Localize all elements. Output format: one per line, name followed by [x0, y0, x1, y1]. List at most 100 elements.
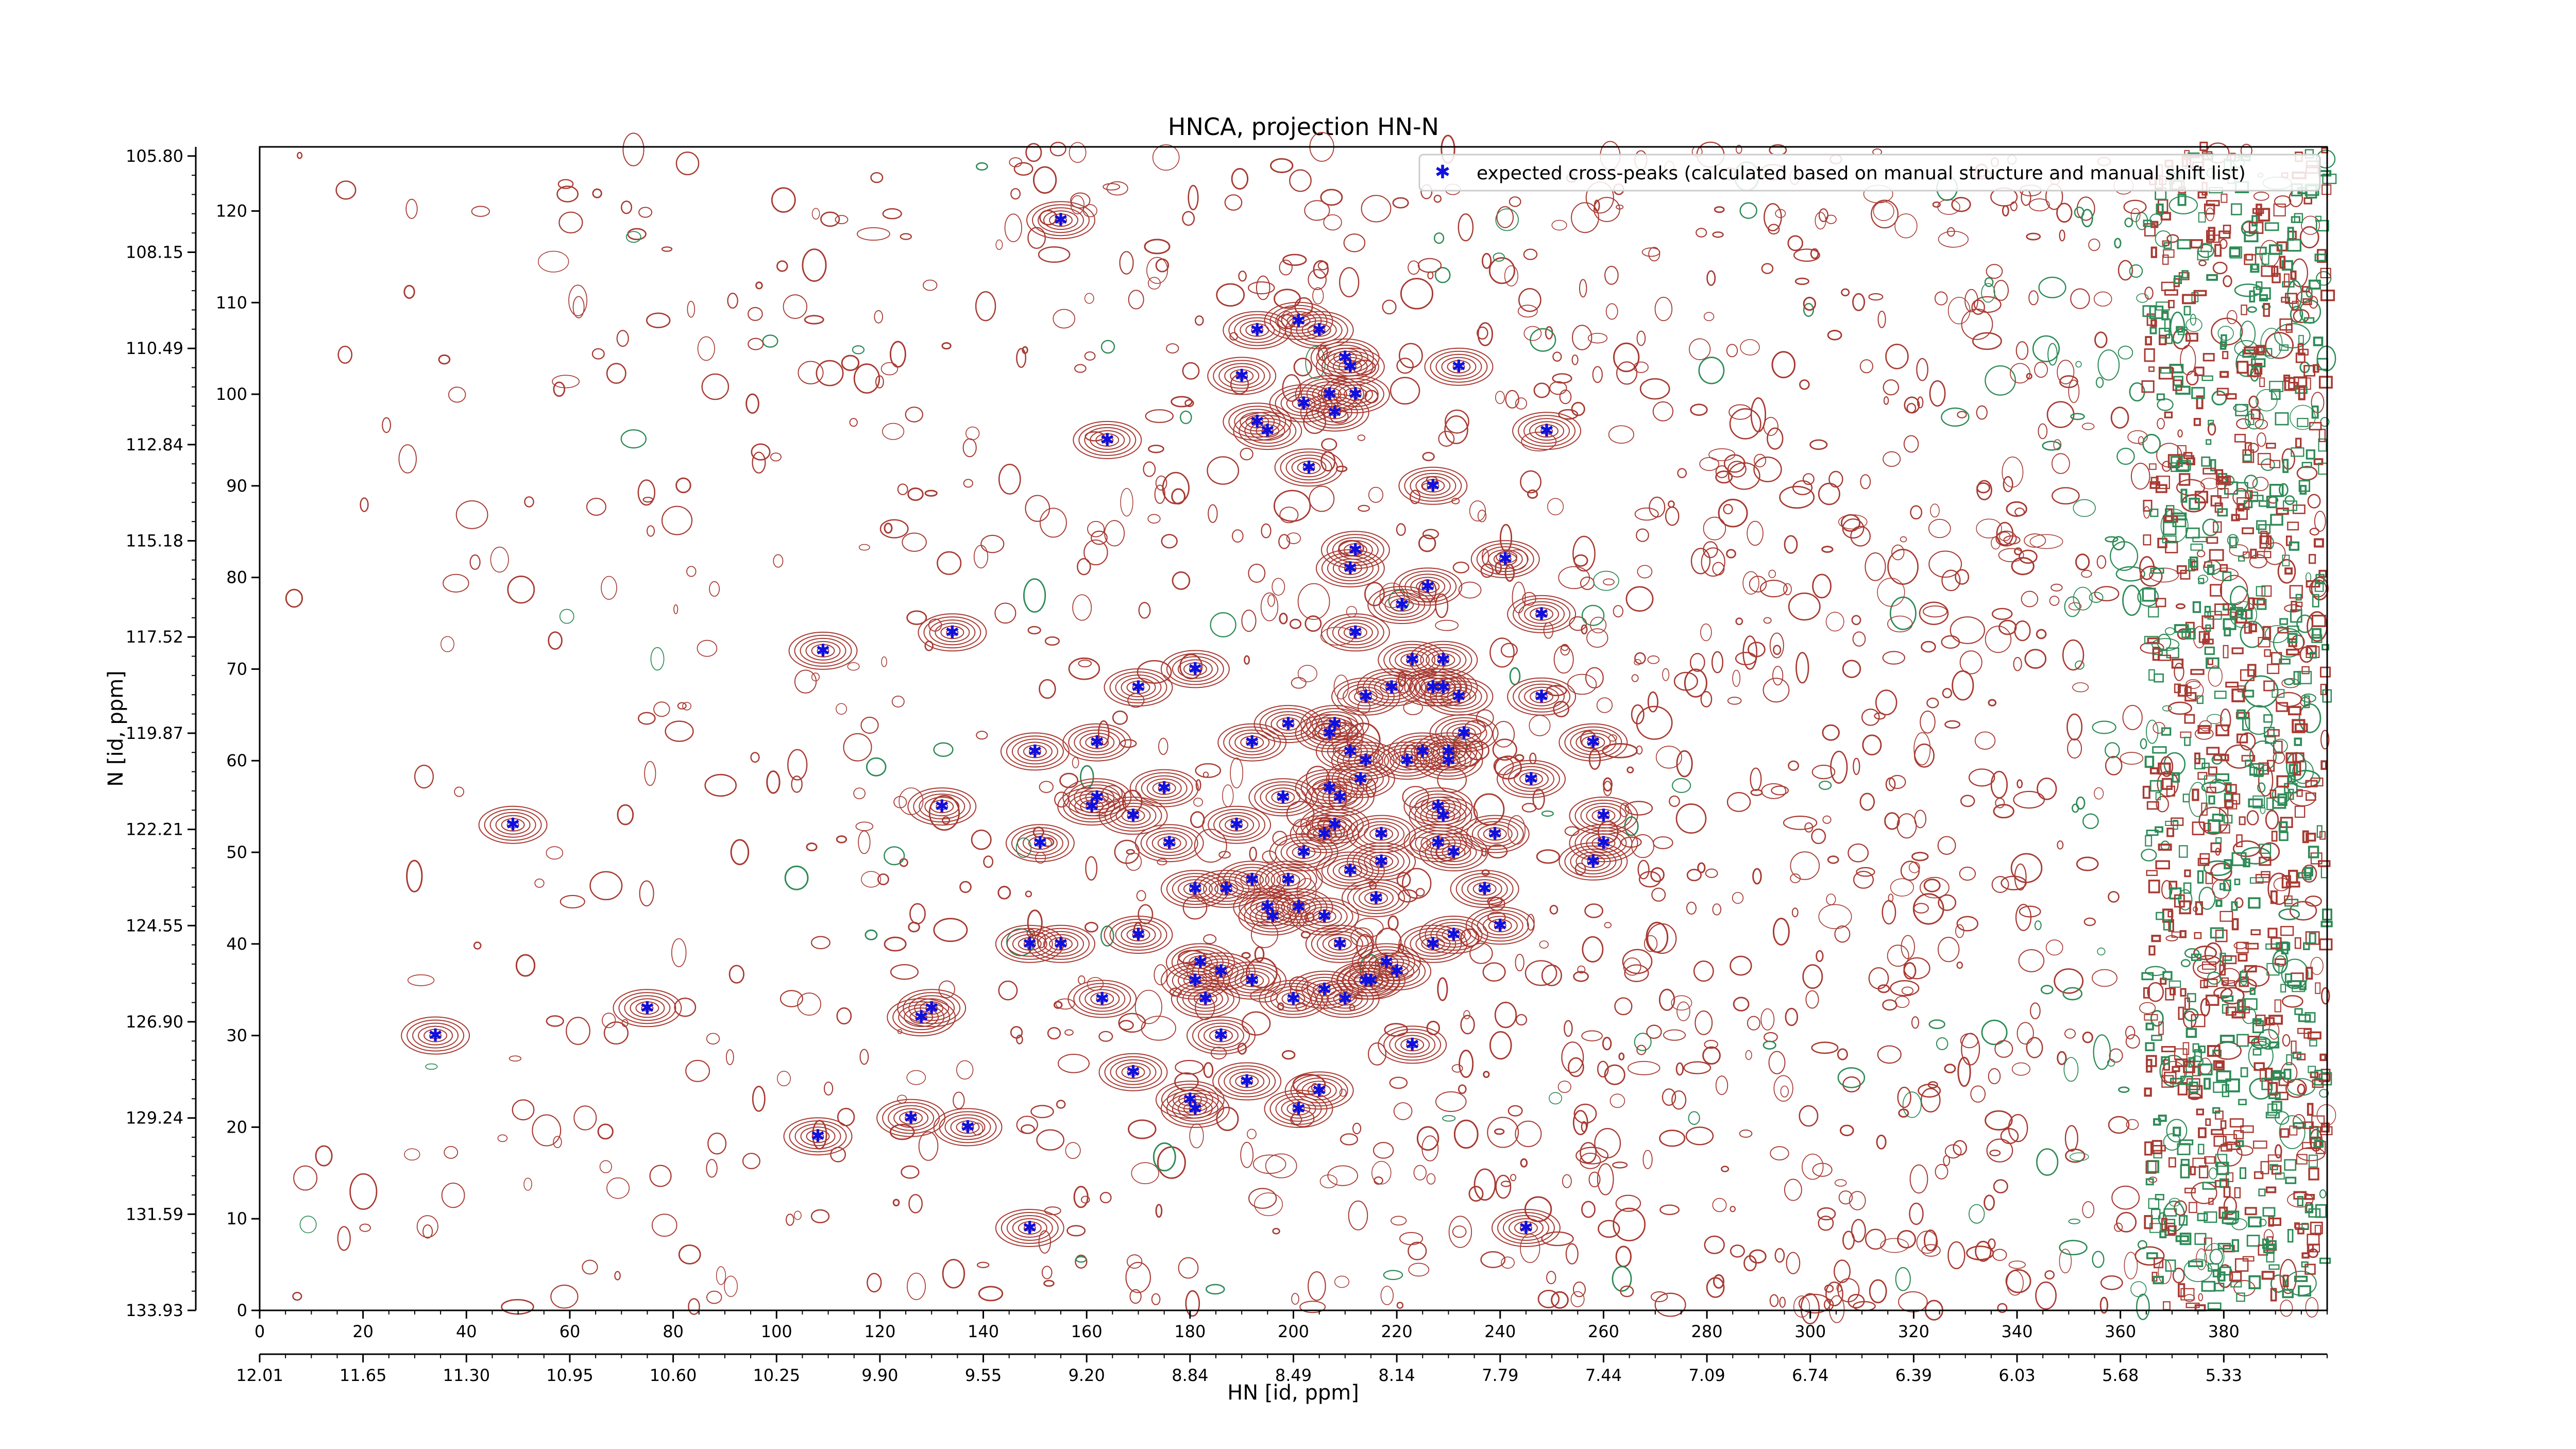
artefact-contour — [2204, 605, 2211, 613]
peak-contour — [1055, 216, 1067, 224]
noise-contour — [976, 731, 988, 740]
artefact-contour — [2248, 1216, 2262, 1227]
noise-contour — [938, 980, 955, 999]
noise-contour — [907, 487, 924, 501]
noise-contour — [2081, 423, 2095, 430]
noise-contour — [1769, 1294, 1779, 1307]
artefact-contour — [2287, 521, 2299, 531]
peak-contour — [1332, 537, 1379, 563]
noise-contour — [1387, 915, 1399, 931]
noise-contour — [853, 787, 866, 800]
artefact-contour — [2246, 1235, 2260, 1247]
ppm-x-tick-label: 6.39 — [1895, 1366, 1932, 1385]
peak-contour — [1277, 794, 1290, 801]
y-tick-label: 70 — [226, 659, 247, 679]
noise-contour — [2142, 433, 2161, 454]
noise-contour — [1230, 757, 1244, 788]
noise-contour — [2093, 291, 2112, 307]
artefact-contour — [2207, 564, 2215, 575]
noise-contour — [1999, 531, 2011, 542]
noise-contour — [1730, 955, 1752, 976]
peak-contour — [1440, 720, 1487, 746]
noise-contour — [638, 207, 653, 218]
noise-contour — [1809, 439, 1828, 450]
artefact-contour — [2204, 1211, 2217, 1223]
noise-contour — [1270, 158, 1294, 173]
artefact-contour — [2229, 1271, 2242, 1282]
noise-contour — [2082, 1201, 2095, 1218]
noise-contour — [639, 880, 654, 907]
peak-contour — [1426, 805, 1461, 825]
noise-contour — [1319, 1174, 1338, 1188]
peak-contour — [1307, 323, 1331, 337]
artefact-contour — [2289, 541, 2300, 551]
noise-contour — [2068, 379, 2080, 403]
noise-contour — [1839, 1124, 1854, 1136]
peak-contour — [1326, 534, 1384, 566]
noise-contour — [1056, 1100, 1066, 1109]
peak-contour — [1337, 540, 1373, 560]
noise-contour — [1104, 520, 1125, 547]
noise-contour — [1636, 705, 1673, 740]
noise-contour — [557, 179, 574, 189]
peak-contour — [1524, 604, 1560, 624]
noise-contour — [1659, 1130, 1686, 1147]
noise-contour — [1772, 666, 1784, 686]
artefact-contour — [2156, 393, 2165, 401]
x-tick-label: 80 — [663, 1322, 684, 1341]
noise-contour — [798, 361, 824, 384]
noise-contour — [1859, 793, 1875, 811]
noise-contour — [1604, 265, 1619, 285]
noise-contour — [2177, 628, 2190, 640]
artefact-contour — [2215, 724, 2230, 736]
x-axis-ticks: 0 20 40 60 80 100 120 140 160 180 200 220 240 260 280 3… — [255, 1310, 2328, 1341]
noise-contour — [682, 702, 692, 711]
noise-contour — [1920, 1088, 1941, 1113]
noise-contour — [2157, 398, 2174, 411]
cross-peak-point: ✱ — [505, 815, 520, 835]
noise-contour — [1435, 619, 1459, 631]
peak-contour — [1127, 812, 1140, 819]
peak-contour — [1416, 580, 1440, 594]
peak-contour — [1098, 796, 1168, 835]
noise-contour — [1960, 795, 1975, 807]
cross-peak-point: ✱ — [1188, 879, 1203, 899]
noise-contour — [1546, 1271, 1556, 1285]
artefact-contour — [2259, 535, 2272, 549]
noise-contour — [1964, 289, 1978, 313]
noise-contour — [1882, 999, 1897, 1011]
noise-contour — [1577, 965, 1586, 974]
noise-contour — [1928, 550, 1962, 578]
artefact-contour — [2154, 673, 2164, 683]
cross-peak-point: ✱ — [1322, 384, 1337, 405]
noise-contour — [1551, 1291, 1569, 1309]
peak-contour — [995, 1209, 1064, 1247]
noise-contour — [425, 1063, 438, 1070]
artefact-contour — [2166, 505, 2175, 516]
artefact-contour — [2293, 376, 2308, 387]
artefact-contour — [2254, 363, 2263, 375]
y-tick-label: 10 — [226, 1209, 247, 1228]
peak-contour — [1426, 650, 1461, 670]
cross-peak-point: ✱ — [1317, 980, 1332, 1000]
noise-contour — [1894, 213, 1918, 239]
peak-contour — [1587, 738, 1600, 746]
artefact-contour — [2143, 220, 2152, 227]
noise-contour — [1249, 846, 1257, 861]
noise-contour — [1631, 834, 1655, 858]
artefact-contour — [2275, 1172, 2285, 1180]
noise-contour — [2127, 430, 2148, 444]
peak-contour — [1478, 885, 1491, 893]
cross-peak-point: ✱ — [428, 1025, 443, 1046]
noise-contour — [1875, 689, 1897, 716]
artefact-contour — [2269, 460, 2281, 468]
noise-contour — [1811, 828, 1826, 845]
peak-contour — [1028, 748, 1041, 755]
noise-contour — [1838, 1190, 1853, 1205]
noise-contour — [897, 1094, 907, 1104]
artefact-contour — [2306, 645, 2317, 655]
peak-contour — [1305, 778, 1375, 817]
noise-contour — [905, 407, 924, 423]
peak-contour — [1393, 567, 1463, 606]
artefact-contour — [2297, 417, 2309, 427]
